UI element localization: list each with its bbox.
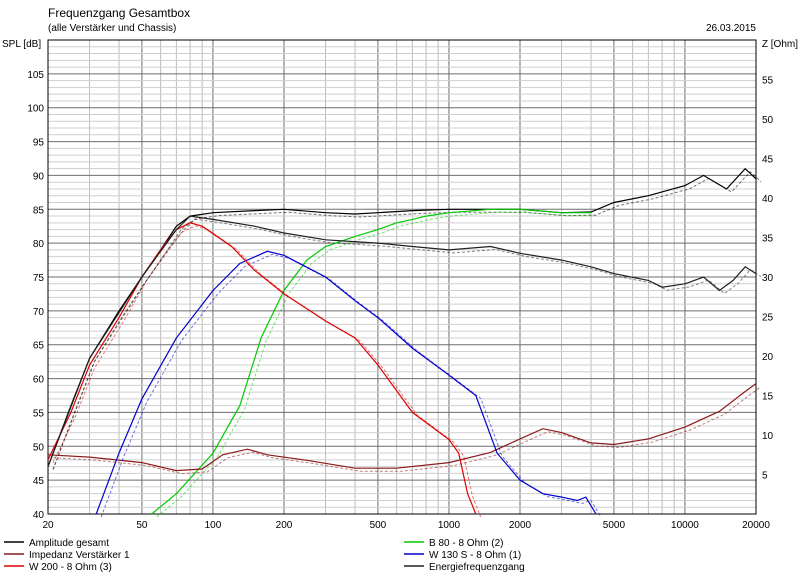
series-shadow-w-130-s-8-ohm-1	[100, 253, 602, 518]
legend-label: B 80 - 8 Ohm (2)	[429, 538, 503, 549]
y-tick-label-left: 40	[33, 510, 45, 521]
y-tick-label-left: 90	[33, 171, 45, 182]
grid	[47, 40, 757, 514]
y-tick-label-left: 95	[33, 138, 45, 149]
y-tick-label-left: 65	[33, 341, 45, 352]
y-tick-label-right: 10	[762, 431, 774, 442]
y-tick-label-right: 30	[762, 273, 774, 284]
legend-label: Impedanz Verstärker 1	[29, 550, 130, 561]
series-w-130-s-8-ohm-1	[95, 250, 597, 515]
x-tick-label: 50	[136, 520, 148, 531]
y-tick-label-right: 40	[762, 194, 774, 205]
legend: Amplitude gesamt B 80 - 8 Ohm (2) Impedanz…	[4, 538, 525, 573]
y-tick-label-left: 60	[33, 375, 45, 386]
chart-subtitle: (alle Verstärker und Chassis)	[48, 23, 176, 34]
series-w-200-8-ohm-3	[47, 222, 477, 515]
y-tick-label-right: 35	[762, 234, 774, 245]
series-b-80-8-ohm-2	[151, 208, 591, 515]
y-tick-label-right: 45	[762, 155, 774, 166]
legend-label: W 200 - 8 Ohm (3)	[29, 562, 112, 573]
y-tick-label-right: 55	[762, 76, 774, 87]
tick-labels: 20 50 100 200 500 1000 2000 5000 10000 20000 40 45 5…	[27, 70, 773, 531]
x-tick-label: 10000	[671, 520, 699, 531]
x-tick-label: 500	[370, 520, 387, 531]
legend-label: Energiefrequenzgang	[429, 562, 525, 573]
series-shadow-w-200-8-ohm-3	[52, 225, 482, 518]
y-tick-label-left: 85	[33, 205, 45, 216]
chart-date: 26.03.2015	[706, 23, 756, 34]
x-tick-label: 5000	[603, 520, 626, 531]
y-axis-right-label: Z [Ohm]	[762, 39, 798, 50]
y-axis-left-label: SPL [dB]	[2, 39, 41, 50]
x-tick-label: 20	[42, 520, 54, 531]
x-tick-label: 20000	[742, 520, 770, 531]
y-tick-label-left: 50	[33, 442, 45, 453]
series-shadow-energiefrequenzgang	[52, 218, 762, 470]
y-tick-label-left: 45	[33, 476, 45, 487]
x-tick-label: 200	[276, 520, 293, 531]
legend-label: Amplitude gesamt	[29, 538, 109, 549]
y-tick-label-left: 55	[33, 408, 45, 419]
y-tick-label-right: 20	[762, 352, 774, 363]
curves	[47, 167, 762, 518]
y-tick-label-right: 5	[762, 471, 768, 482]
y-tick-label-left: 105	[27, 70, 44, 81]
series-energiefrequenzgang	[47, 215, 757, 467]
series-shadow-b-80-8-ohm-2	[156, 211, 596, 518]
series-shadow-impedanz-verst-rker-1	[52, 386, 762, 475]
chart-title: Frequenzgang Gesamtbox	[48, 6, 190, 20]
y-tick-label-right: 15	[762, 392, 774, 403]
x-tick-label: 100	[205, 520, 222, 531]
series-impedanz-verst-rker-1	[47, 383, 757, 472]
y-tick-label-right: 50	[762, 115, 774, 126]
y-tick-label-left: 100	[27, 104, 44, 115]
y-tick-label-left: 80	[33, 239, 45, 250]
x-tick-label: 1000	[438, 520, 461, 531]
y-tick-label-left: 75	[33, 273, 45, 284]
legend-label: W 130 S - 8 Ohm (1)	[429, 550, 521, 561]
y-tick-label-left: 70	[33, 307, 45, 318]
x-tick-label: 2000	[509, 520, 532, 531]
y-tick-label-right: 25	[762, 313, 774, 324]
plot-frame	[47, 39, 757, 515]
